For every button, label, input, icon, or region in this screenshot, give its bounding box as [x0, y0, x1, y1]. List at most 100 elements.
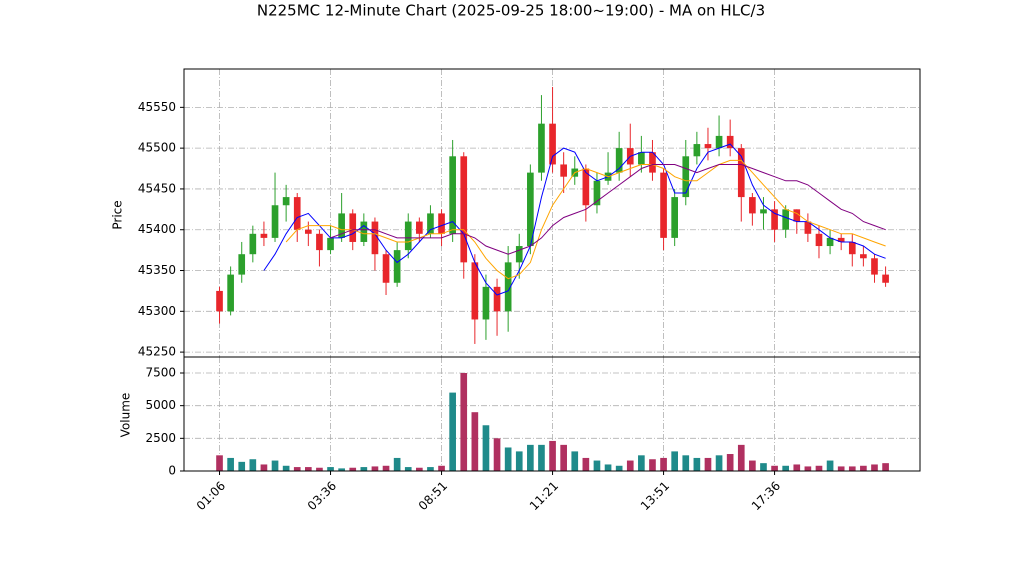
candle-body [238, 254, 246, 275]
candle-body [360, 221, 368, 242]
volume-bar [360, 467, 368, 471]
volume-bar [460, 372, 468, 471]
candle-body [382, 254, 390, 283]
y-tick-label: 45450 [138, 181, 176, 195]
candle-body [638, 152, 645, 165]
volume-bar [782, 465, 790, 471]
volume-bar [271, 460, 279, 471]
volume-bar [382, 465, 390, 471]
candle-body [349, 213, 357, 242]
volume-bar [671, 451, 678, 471]
candle-body [504, 262, 512, 312]
y-tick-label: 45300 [138, 304, 176, 318]
volume-bar [571, 451, 579, 471]
candle-body [782, 209, 790, 230]
volume-bar [249, 459, 257, 471]
candle-body [493, 286, 501, 312]
volume-bar [660, 457, 667, 471]
y-tick-label: 0 [168, 464, 176, 478]
volume-bar [438, 465, 445, 471]
volume-bar [538, 444, 545, 471]
candle-body [416, 221, 423, 234]
candle-body [305, 229, 312, 234]
candle-body [438, 213, 445, 234]
candle-body [704, 144, 712, 149]
volume-bar [449, 392, 456, 471]
candle-body [826, 237, 834, 247]
y-tick-label: 45250 [138, 345, 176, 359]
candle-body [560, 164, 567, 177]
volume-bar [404, 467, 412, 471]
volume-bar [316, 467, 323, 471]
volume-bar [615, 465, 623, 471]
volume-bar [560, 444, 567, 471]
candle-body [760, 209, 767, 214]
volume-bar [704, 457, 712, 471]
candle-body [471, 262, 479, 320]
volume-bar [882, 463, 889, 471]
volume-bar [815, 465, 823, 471]
volume-bar [871, 464, 878, 471]
volume-bar [349, 467, 357, 471]
candle-body [538, 123, 545, 173]
candle-body [271, 205, 279, 238]
candle-body [815, 233, 823, 247]
y-tick-label: 45350 [138, 263, 176, 277]
volume-bar [393, 457, 401, 471]
y-tick-label: 45400 [138, 222, 176, 236]
volume-bar [293, 467, 301, 471]
volume-bar [282, 465, 290, 471]
candle-body [882, 274, 889, 283]
candle-body [693, 144, 701, 157]
y-tick-label: 5000 [145, 398, 176, 412]
y-axis-label: Volume [119, 393, 133, 438]
candle-body [682, 156, 690, 198]
volume-bar [749, 460, 756, 471]
candle-body [515, 246, 523, 263]
volume-bar [737, 444, 745, 471]
volume-bar [793, 464, 801, 471]
volume-bar [626, 460, 634, 471]
volume-bar [860, 465, 867, 471]
volume-bar [504, 447, 512, 471]
volume-bar [726, 454, 734, 471]
candle-body [282, 197, 290, 206]
volume-bar [515, 451, 523, 471]
ma-line [263, 143, 886, 296]
volume-bar [549, 440, 556, 471]
volume-bar [338, 468, 345, 471]
candle-body [249, 233, 257, 255]
candle-body [427, 213, 434, 234]
candle-body [293, 197, 301, 230]
candle-body [482, 286, 490, 320]
candle-body [582, 168, 590, 206]
volume-bar [693, 457, 701, 471]
candle-body [227, 274, 234, 312]
volume-bar [216, 455, 223, 471]
candle-body [848, 241, 856, 255]
volume-bar [804, 466, 812, 471]
y-tick-label: 2500 [145, 431, 176, 445]
candle-body [460, 156, 468, 263]
candle-body [771, 209, 778, 230]
volume-bar [227, 457, 234, 471]
candle-body [737, 148, 745, 198]
volume-bar [527, 444, 534, 471]
candle-body [649, 152, 656, 173]
candle-body [593, 180, 601, 206]
volume-bar [238, 461, 246, 471]
candle-body [404, 221, 412, 251]
candle-body [726, 135, 734, 149]
volume-bar [416, 467, 423, 471]
candle-body [393, 250, 401, 283]
candle-body [527, 172, 534, 247]
volume-bar [305, 467, 312, 471]
candle-body [804, 221, 812, 234]
y-axis-label: Price [111, 200, 125, 229]
volume-bar [715, 455, 723, 471]
volume-bar [327, 467, 334, 471]
candle-body [671, 197, 678, 238]
volume-bar [427, 467, 434, 471]
volume-bar [682, 455, 690, 471]
